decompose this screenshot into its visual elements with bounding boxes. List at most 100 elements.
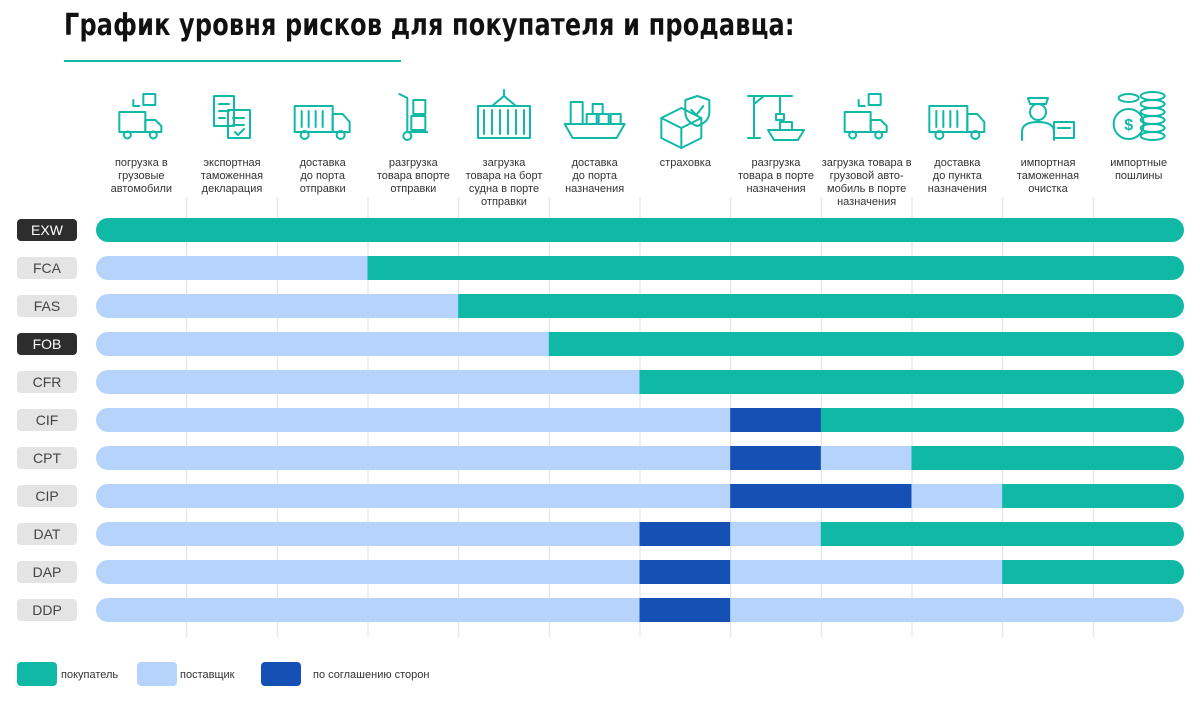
term-row: CFR <box>17 370 1184 394</box>
legend-label: поставщик <box>180 669 235 681</box>
step-icons: $ <box>118 89 1166 149</box>
step-label: загрузка товара в грузовой авто-мобиль в … <box>822 157 912 208</box>
term-code-box <box>17 257 77 279</box>
term-row: DAP <box>17 560 1184 584</box>
legend: покупатель поставщик по соглашению сторон <box>17 662 430 686</box>
bar-segment-seller <box>96 560 641 584</box>
step-label-line: доставка <box>572 157 619 169</box>
truck-icon <box>928 105 986 140</box>
risk-bar <box>96 484 1184 508</box>
term-code-box <box>17 371 77 393</box>
bar-segment-seller <box>96 332 550 356</box>
legend-swatch <box>17 662 57 686</box>
term-code-box <box>17 561 77 583</box>
legend-item-buyer: покупатель <box>17 662 118 686</box>
bar-segment-buyer <box>1002 484 1184 508</box>
term-code: EXW <box>31 222 64 238</box>
step-label: погрузка в грузовые автомобили <box>111 157 172 195</box>
step-label-line: страховка <box>660 157 712 169</box>
bar-segment-agreement <box>639 560 732 584</box>
step-label: разгрузка товара впорте отправки <box>377 157 450 195</box>
legend-item-agreement: по соглашению сторон <box>261 662 430 686</box>
legend-swatch <box>137 662 177 686</box>
coins-icon: $ <box>1112 91 1166 141</box>
step-label: загрузка товара на борт судна в порте отпра… <box>466 157 543 208</box>
term-code: DAT <box>34 526 61 542</box>
bar-segment-seller <box>96 522 641 546</box>
term-code: CIP <box>35 488 58 504</box>
bar-segment-seller <box>96 294 460 318</box>
term-row: EXW <box>17 218 1184 242</box>
step-label-line: загрузка <box>483 157 527 169</box>
step-label-line: отправки <box>481 196 527 208</box>
step-label-line: судна в порте <box>469 183 539 195</box>
risk-bar <box>96 598 1184 622</box>
risk-bar <box>96 332 1184 356</box>
term-code-box <box>17 599 77 621</box>
truck-loading-icon <box>843 93 888 140</box>
truck-loading-icon <box>118 93 163 140</box>
bar-segment-seller <box>730 522 822 546</box>
step-label-line: разгрузка <box>389 157 439 169</box>
term-code: CIF <box>36 412 59 428</box>
step-label: доставка до пункта назначения <box>928 157 987 195</box>
truck-icon <box>293 105 351 140</box>
bar-segment-buyer <box>458 294 1184 318</box>
term-code: DDP <box>32 602 62 618</box>
bar-segment-agreement <box>639 522 732 546</box>
term-row: CIF <box>17 408 1184 432</box>
step-label-line: назначения <box>928 183 987 195</box>
bar-segment-seller <box>96 256 369 280</box>
term-code-box <box>17 409 77 431</box>
step-label-line: товара в порте <box>738 170 814 182</box>
bar-segment-agreement <box>730 446 822 470</box>
step-label-line: отправки <box>390 183 436 195</box>
step-label: импортные пошлины <box>1110 157 1167 182</box>
step-label-line: до пункта <box>933 170 983 182</box>
risk-bar <box>96 522 1184 546</box>
step-label: страховка <box>660 157 712 169</box>
bar-segment-seller <box>96 446 732 470</box>
step-label-line: грузовой авто- <box>830 170 904 182</box>
step-label-line: доставка <box>934 157 981 169</box>
bar-segment-buyer <box>96 218 1184 242</box>
step-label-line: до порта <box>572 170 617 182</box>
step-label: доставка до порта назначения <box>565 157 624 195</box>
term-code: CPT <box>33 450 61 466</box>
bar-segment-buyer <box>820 408 1184 432</box>
step-label-line: импортная <box>1021 157 1076 169</box>
term-row: FOB <box>17 332 1184 356</box>
step-label-line: назначения <box>565 183 624 195</box>
step-label-line: загрузка товара в <box>822 157 912 169</box>
bar-segment-seller <box>911 484 1004 508</box>
step-label: импортная таможенная очистка <box>1017 157 1079 195</box>
risk-bar <box>96 218 1184 242</box>
legend-label: по соглашению сторон <box>313 669 430 681</box>
step-label-line: погрузка в <box>115 157 168 169</box>
term-row: CIP <box>17 484 1184 508</box>
bar-segment-seller <box>96 598 641 622</box>
bar-segment-buyer <box>548 332 1184 356</box>
risk-bar <box>96 370 1184 394</box>
step-label: разгрузка товара в порте назначения <box>738 157 814 195</box>
term-code-box <box>17 295 77 317</box>
legend-swatch <box>261 662 301 686</box>
hand-truck-icon <box>398 93 429 141</box>
step-label-line: товара на борт <box>466 170 543 182</box>
term-row: FCA <box>17 256 1184 280</box>
term-row: FAS <box>17 294 1184 318</box>
term-code-box <box>17 333 77 355</box>
svg-text:$: $ <box>1124 117 1133 134</box>
port-crane-icon <box>747 95 805 141</box>
step-label-line: разгрузка <box>752 157 802 169</box>
bar-segment-seller <box>730 560 1004 584</box>
legend-label: покупатель <box>61 669 118 681</box>
risk-bar <box>96 560 1184 584</box>
bar-segment-agreement <box>639 598 732 622</box>
step-label-line: автомобили <box>111 183 172 195</box>
term-row: DDP <box>17 598 1184 622</box>
term-code-box <box>17 485 77 507</box>
bar-segment-seller <box>96 370 641 394</box>
customs-declaration-icon <box>213 95 251 139</box>
